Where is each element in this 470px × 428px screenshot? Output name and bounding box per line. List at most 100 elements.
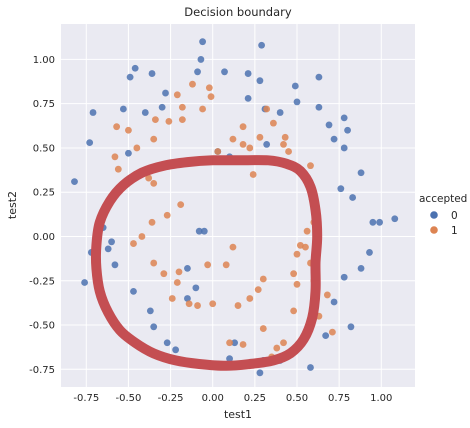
data-point-class-0 bbox=[340, 273, 348, 281]
data-point-class-1 bbox=[205, 84, 213, 92]
data-point-class-0 bbox=[391, 215, 399, 223]
data-point-class-0 bbox=[194, 68, 201, 76]
y-tick-label: 0.25 bbox=[33, 188, 55, 199]
data-point-class-1 bbox=[145, 174, 153, 182]
y-tick-label: 0.00 bbox=[33, 232, 55, 243]
x-tick-label: 0.25 bbox=[244, 393, 266, 404]
data-point-class-0 bbox=[330, 135, 338, 143]
data-point-class-0 bbox=[150, 323, 158, 331]
data-point-class-0 bbox=[125, 149, 132, 157]
data-point-class-0 bbox=[226, 355, 233, 363]
data-point-class-1 bbox=[150, 259, 158, 267]
y-tick-label: 0.50 bbox=[33, 143, 55, 154]
y-tick-label: -0.50 bbox=[29, 321, 55, 332]
data-point-class-1 bbox=[239, 141, 247, 148]
y-tick-label: -0.75 bbox=[29, 365, 55, 376]
data-point-class-1 bbox=[293, 280, 301, 288]
data-point-class-1 bbox=[214, 148, 222, 155]
data-point-class-1 bbox=[150, 179, 158, 187]
x-tick-labels: -0.75 -0.50 -0.25 0.00 0.25 0.50 0.75 1.00 bbox=[73, 393, 392, 404]
data-point-class-1 bbox=[185, 300, 193, 308]
data-point-class-0 bbox=[221, 68, 228, 76]
data-point-class-1 bbox=[249, 171, 257, 178]
data-point-class-0 bbox=[340, 114, 348, 122]
data-point-class-0 bbox=[258, 41, 265, 49]
data-point-class-1 bbox=[148, 218, 156, 226]
data-point-class-1 bbox=[229, 243, 237, 251]
legend-marker-0 bbox=[430, 211, 438, 219]
data-point-class-1 bbox=[273, 344, 281, 352]
data-point-class-0 bbox=[347, 323, 355, 331]
legend-label-0: 0 bbox=[451, 210, 458, 222]
data-point-class-0 bbox=[340, 144, 348, 152]
data-point-class-1 bbox=[290, 307, 298, 315]
data-point-class-1 bbox=[209, 300, 217, 308]
x-axis-label: test1 bbox=[224, 408, 252, 421]
data-point-class-0 bbox=[315, 103, 323, 111]
data-point-class-1 bbox=[259, 275, 267, 283]
data-point-class-1 bbox=[256, 133, 264, 141]
x-tick-label: -0.25 bbox=[158, 393, 184, 404]
data-point-class-0 bbox=[104, 245, 112, 253]
x-tick-label: 1.00 bbox=[370, 393, 392, 404]
data-point-class-0 bbox=[344, 126, 351, 134]
data-point-class-0 bbox=[108, 238, 115, 246]
data-point-class-0 bbox=[126, 73, 134, 81]
x-tick-label: 0.75 bbox=[328, 393, 350, 404]
data-point-class-1 bbox=[173, 91, 181, 99]
y-axis-label: test2 bbox=[6, 191, 19, 219]
data-point-class-1 bbox=[113, 123, 121, 131]
data-point-class-1 bbox=[246, 295, 254, 302]
data-point-class-0 bbox=[163, 339, 171, 347]
data-point-class-1 bbox=[222, 261, 230, 269]
data-point-class-0 bbox=[337, 185, 345, 193]
data-point-class-1 bbox=[130, 240, 137, 247]
data-point-class-0 bbox=[184, 264, 191, 272]
data-point-class-0 bbox=[276, 109, 284, 116]
data-point-class-1 bbox=[254, 286, 262, 294]
data-point-class-1 bbox=[133, 144, 141, 152]
data-point-class-0 bbox=[256, 369, 264, 377]
data-point-class-0 bbox=[200, 227, 208, 235]
data-point-class-0 bbox=[357, 169, 365, 177]
data-point-class-0 bbox=[158, 103, 166, 111]
data-point-class-1 bbox=[114, 165, 122, 173]
data-point-class-1 bbox=[165, 117, 173, 125]
data-point-class-1 bbox=[173, 279, 181, 286]
data-point-class-1 bbox=[281, 133, 289, 141]
data-point-class-1 bbox=[160, 270, 168, 278]
data-point-class-0 bbox=[86, 139, 94, 147]
data-point-class-0 bbox=[111, 261, 119, 269]
data-point-class-1 bbox=[178, 103, 186, 111]
x-tick-label: 0.50 bbox=[286, 393, 308, 404]
data-point-class-0 bbox=[195, 227, 203, 235]
data-point-class-1 bbox=[239, 341, 247, 348]
data-point-class-0 bbox=[244, 94, 252, 102]
data-point-class-0 bbox=[89, 109, 97, 116]
data-point-class-0 bbox=[162, 89, 169, 97]
data-point-class-1 bbox=[194, 302, 201, 309]
data-point-class-0 bbox=[81, 279, 88, 286]
data-point-class-1 bbox=[229, 135, 237, 143]
legend-label-1: 1 bbox=[451, 225, 458, 237]
data-point-class-1 bbox=[323, 291, 331, 299]
data-point-class-1 bbox=[296, 241, 304, 249]
data-point-class-0 bbox=[141, 109, 149, 116]
data-point-class-1 bbox=[177, 201, 185, 209]
y-tick-label: 1.00 bbox=[33, 55, 55, 66]
data-point-class-1 bbox=[239, 123, 247, 131]
data-point-class-1 bbox=[207, 93, 215, 100]
data-point-class-1 bbox=[270, 119, 277, 127]
data-point-class-0 bbox=[71, 178, 78, 185]
data-point-class-0 bbox=[148, 70, 156, 77]
data-point-class-1 bbox=[204, 261, 212, 269]
data-point-class-1 bbox=[168, 295, 176, 302]
data-point-class-0 bbox=[172, 346, 180, 354]
data-point-class-1 bbox=[226, 339, 233, 347]
data-point-class-0 bbox=[322, 332, 330, 340]
data-point-class-0 bbox=[256, 77, 264, 85]
data-point-class-0 bbox=[130, 287, 137, 295]
data-point-class-0 bbox=[192, 284, 200, 292]
data-point-class-0 bbox=[369, 218, 377, 226]
